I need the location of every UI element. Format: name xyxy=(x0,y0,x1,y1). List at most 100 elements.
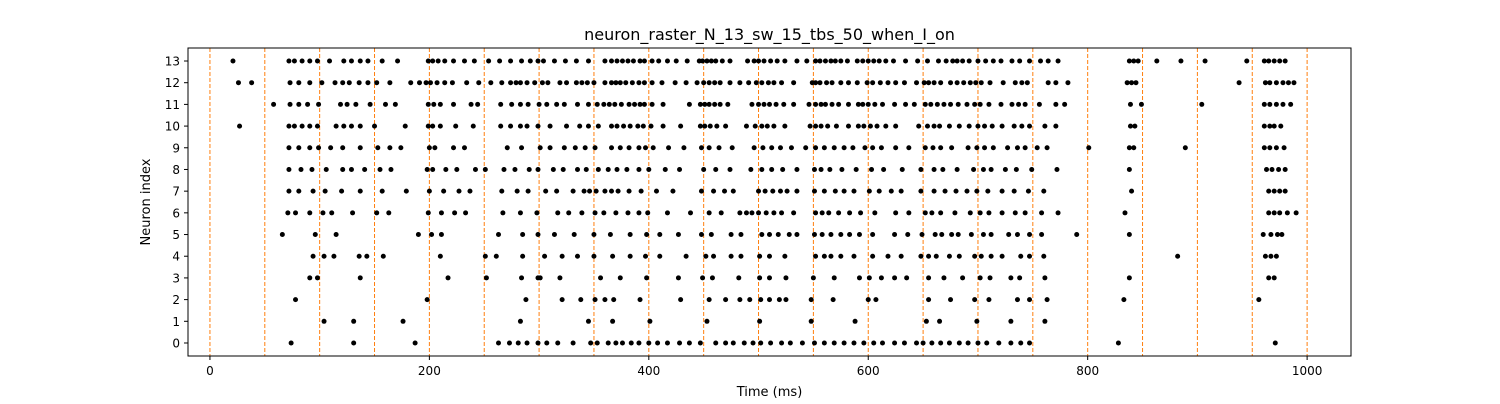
spike-point xyxy=(1178,58,1184,64)
spike-point xyxy=(836,101,842,107)
spike-point xyxy=(935,58,941,64)
spike-point xyxy=(931,166,937,172)
spike-point xyxy=(717,80,723,86)
spike-point xyxy=(664,58,670,64)
spike-point xyxy=(756,58,762,64)
spike-point xyxy=(767,253,772,259)
spike-point xyxy=(946,253,952,259)
spike-point xyxy=(624,166,630,172)
spike-point xyxy=(519,275,525,281)
spike-point xyxy=(544,101,550,107)
spike-point xyxy=(964,101,970,107)
spike-point xyxy=(1273,145,1279,151)
spike-point xyxy=(365,80,371,86)
spike-point xyxy=(1273,80,1279,86)
spike-point xyxy=(1041,188,1047,194)
spike-point xyxy=(293,210,299,216)
x-tick-label: 800 xyxy=(1076,364,1099,378)
spike-point xyxy=(564,80,570,86)
spike-point xyxy=(574,253,580,259)
spike-point xyxy=(1273,253,1279,259)
spike-point xyxy=(646,340,652,346)
spike-point xyxy=(967,80,973,86)
spike-point xyxy=(296,188,302,194)
spike-point xyxy=(1042,123,1048,129)
spike-point xyxy=(1039,210,1045,216)
x-axis-label: Time (ms) xyxy=(736,385,803,400)
spike-point xyxy=(677,340,683,346)
spike-point xyxy=(570,340,576,346)
spike-point xyxy=(482,253,488,259)
spike-point xyxy=(688,210,694,216)
spike-point xyxy=(813,253,819,259)
spike-point xyxy=(761,101,767,107)
spike-point xyxy=(351,340,357,346)
spike-point xyxy=(626,145,632,151)
spike-point xyxy=(811,188,817,194)
spike-point xyxy=(751,145,757,151)
spike-point xyxy=(338,101,344,107)
spike-point xyxy=(1074,232,1080,238)
spike-point xyxy=(613,340,619,346)
spike-point xyxy=(869,166,875,172)
spike-point xyxy=(757,275,763,281)
spike-point xyxy=(627,232,633,238)
spike-point xyxy=(348,58,354,64)
spike-point xyxy=(701,80,707,86)
spike-point xyxy=(898,253,904,259)
spike-point xyxy=(291,123,297,129)
spike-point xyxy=(860,101,866,107)
spike-point xyxy=(999,210,1005,216)
spike-point xyxy=(870,232,876,238)
spike-point xyxy=(1126,58,1132,64)
spike-point xyxy=(535,232,541,238)
spike-point xyxy=(762,188,768,194)
spike-point xyxy=(305,101,311,107)
spike-point xyxy=(1038,58,1044,64)
spike-point xyxy=(899,166,905,172)
spike-point xyxy=(666,145,672,151)
spike-point xyxy=(702,123,708,129)
spike-point xyxy=(708,232,714,238)
spike-point xyxy=(983,58,989,64)
y-tick-label: 0 xyxy=(172,336,180,350)
spike-point xyxy=(1277,210,1283,216)
spike-point xyxy=(623,80,629,86)
spike-point xyxy=(307,123,313,129)
y-axis-label: Neuron index xyxy=(139,158,154,245)
y-tick-label: 7 xyxy=(172,185,180,199)
spike-point xyxy=(557,275,563,281)
spike-point xyxy=(387,145,393,151)
spike-point xyxy=(1014,145,1020,151)
spike-point xyxy=(601,210,607,216)
spike-point xyxy=(794,232,800,238)
spike-point xyxy=(1115,340,1121,346)
spike-point xyxy=(442,80,448,86)
spike-point xyxy=(775,232,781,238)
spike-point xyxy=(635,123,641,129)
spike-point xyxy=(388,166,394,172)
spike-point xyxy=(870,253,876,259)
spike-point xyxy=(746,80,752,86)
spike-point xyxy=(871,58,877,64)
spike-point xyxy=(749,101,755,107)
spike-point xyxy=(1018,340,1024,346)
spike-point xyxy=(828,253,834,259)
spike-point xyxy=(1262,80,1268,86)
spike-point xyxy=(841,188,847,194)
spike-point xyxy=(615,188,621,194)
spike-point xyxy=(1062,101,1068,107)
spike-point xyxy=(296,80,302,86)
spike-point xyxy=(657,253,663,259)
spike-point xyxy=(1236,80,1242,86)
spike-point xyxy=(702,101,708,107)
spike-point xyxy=(509,101,515,107)
spike-point xyxy=(310,188,316,194)
spike-point xyxy=(1126,166,1132,172)
x-axis-ticks: 0 200 400 600 800 1000 xyxy=(206,356,1322,378)
spike-point xyxy=(760,145,766,151)
x-tick-label: 400 xyxy=(637,364,660,378)
spike-point xyxy=(1129,80,1135,86)
spike-point xyxy=(1025,188,1031,194)
